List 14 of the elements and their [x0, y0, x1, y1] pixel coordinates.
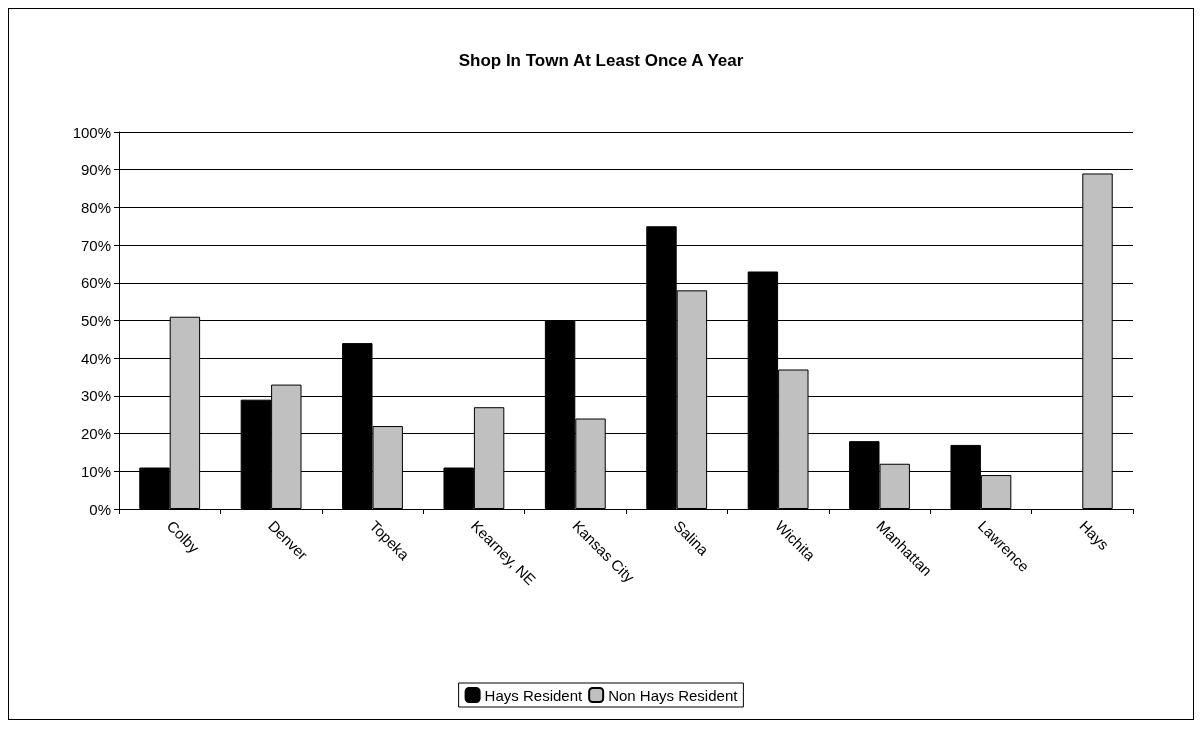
- chart-title: Shop In Town At Least Once A Year: [458, 51, 744, 70]
- y-tick-label: 40%: [80, 349, 111, 367]
- y-tick-label: 0%: [89, 500, 111, 518]
- y-tick-label: 10%: [80, 462, 111, 480]
- y-tick-label: 20%: [80, 425, 111, 443]
- y-tick-label: 30%: [80, 387, 111, 405]
- y-tick-label: 50%: [80, 312, 111, 329]
- y-tick-label: 60%: [80, 274, 111, 292]
- legend-label: Non Hays Resident: [608, 686, 739, 704]
- legend-label: Hays Resident: [484, 686, 583, 704]
- y-tick-label: 100%: [72, 123, 111, 141]
- y-tick-label: 80%: [80, 198, 111, 216]
- y-tick-label: 70%: [80, 236, 111, 254]
- y-tick-label: 90%: [80, 161, 111, 179]
